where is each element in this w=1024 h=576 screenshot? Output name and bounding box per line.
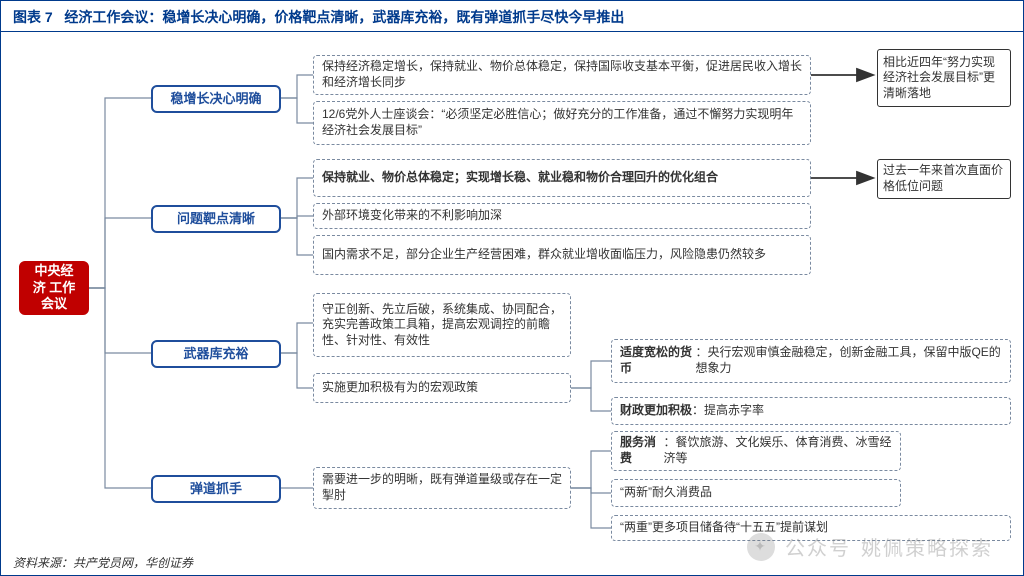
b3-sub-2: 财政更加积极：提高赤字率	[611, 397, 1011, 425]
b3-leaf-1: 守正创新、先立后破，系统集成、协同配合，充实完善政策工具箱，提高宏观调控的前瞻性…	[313, 293, 571, 357]
b1-leaf-2: 12/6党外人士座谈会：“必须坚定必胜信心；做好充分的工作准备，通过不懈努力实现…	[313, 101, 811, 145]
leaf-text: 12/6党外人士座谈会：“必须坚定必胜信心；做好充分的工作准备，通过不懈努力实现…	[322, 107, 802, 138]
callout-text: 相比近四年“努力实现经济社会发展目标”更清晰落地	[883, 55, 1005, 102]
b4-sub-2: “两新”耐久消费品	[611, 479, 901, 507]
leaf-text: 需要进一步的明晰，既有弹道量级或存在一定掣肘	[322, 472, 562, 503]
chart-title: 图表 7 经济工作会议：稳增长决心明确，价格靶点清晰，武器库充裕，既有弹道抓手尽…	[1, 1, 1023, 32]
wechat-icon: ✦	[747, 533, 775, 561]
b3-sub-1: 适度宽松的货币：央行宏观审慎金融稳定，创新金融工具，保留中版QE的想象力	[611, 339, 1011, 383]
leaf-text: 保持就业、物价总体稳定；实现增长稳、就业稳和物价合理回升的优化组合	[322, 170, 718, 186]
leaf-text: 国内需求不足，部分企业生产经营困难，群众就业增收面临压力，风险隐患仍然较多	[322, 247, 766, 263]
branch-2: 问题靶点清晰	[151, 205, 281, 233]
root-node: 中央经济 工作会议	[19, 261, 89, 315]
branch-3: 武器库充裕	[151, 340, 281, 368]
title-text: 经济工作会议：稳增长决心明确，价格靶点清晰，武器库充裕，既有弹道抓手尽快今早推出	[64, 9, 624, 25]
b4-leaf-1: 需要进一步的明晰，既有弹道量级或存在一定掣肘	[313, 467, 571, 509]
watermark-label: 公众号	[785, 532, 851, 561]
branch-4: 弹道抓手	[151, 475, 281, 503]
chart-frame: 图表 7 经济工作会议：稳增长决心明确，价格靶点清晰，武器库充裕，既有弹道抓手尽…	[0, 0, 1024, 576]
watermark-name: 姚佩策略探索	[861, 532, 993, 561]
branch-4-label: 弹道抓手	[190, 481, 242, 498]
b1-leaf-1: 保持经济稳定增长，保持就业、物价总体稳定，保持国际收支基本平衡，促进居民收入增长…	[313, 55, 811, 95]
branch-2-label: 问题靶点清晰	[177, 211, 255, 228]
b2-leaf-1: 保持就业、物价总体稳定；实现增长稳、就业稳和物价合理回升的优化组合	[313, 159, 811, 197]
title-prefix: 图表 7	[13, 9, 53, 25]
source-line: 资料来源：共产党员网，华创证券	[13, 554, 193, 571]
watermark: ✦ 公众号 姚佩策略探索	[747, 532, 993, 561]
branch-1: 稳增长决心明确	[151, 85, 281, 113]
callout-text: 过去一年来首次直面价格低位问题	[883, 163, 1005, 194]
leaf-text: 实施更加积极有为的宏观政策	[322, 380, 478, 396]
leaf-text: 保持经济稳定增长，保持就业、物价总体稳定，保持国际收支基本平衡，促进居民收入增长…	[322, 59, 802, 90]
source-text: 资料来源：共产党员网，华创证券	[13, 556, 193, 570]
root-label: 中央经济 工作会议	[29, 263, 79, 314]
leaf-text: 外部环境变化带来的不利影响加深	[322, 208, 502, 224]
leaf-text: 守正创新、先立后破，系统集成、协同配合，充实完善政策工具箱，提高宏观调控的前瞻性…	[322, 302, 562, 349]
b2-callout: 过去一年来首次直面价格低位问题	[877, 159, 1011, 199]
branch-3-label: 武器库充裕	[183, 346, 248, 363]
diagram-canvas: 中央经济 工作会议 稳增长决心明确 保持经济稳定增长，保持就业、物价总体稳定，保…	[1, 33, 1023, 551]
branch-1-label: 稳增长决心明确	[170, 91, 261, 108]
b3-leaf-2: 实施更加积极有为的宏观政策	[313, 373, 571, 403]
b2-leaf-2: 外部环境变化带来的不利影响加深	[313, 203, 811, 229]
b1-callout: 相比近四年“努力实现经济社会发展目标”更清晰落地	[877, 49, 1011, 107]
b2-leaf-3: 国内需求不足，部分企业生产经营困难，群众就业增收面临压力，风险隐患仍然较多	[313, 235, 811, 275]
b4-sub-1: 服务消费：餐饮旅游、文化娱乐、体育消费、冰雪经济等	[611, 431, 901, 471]
